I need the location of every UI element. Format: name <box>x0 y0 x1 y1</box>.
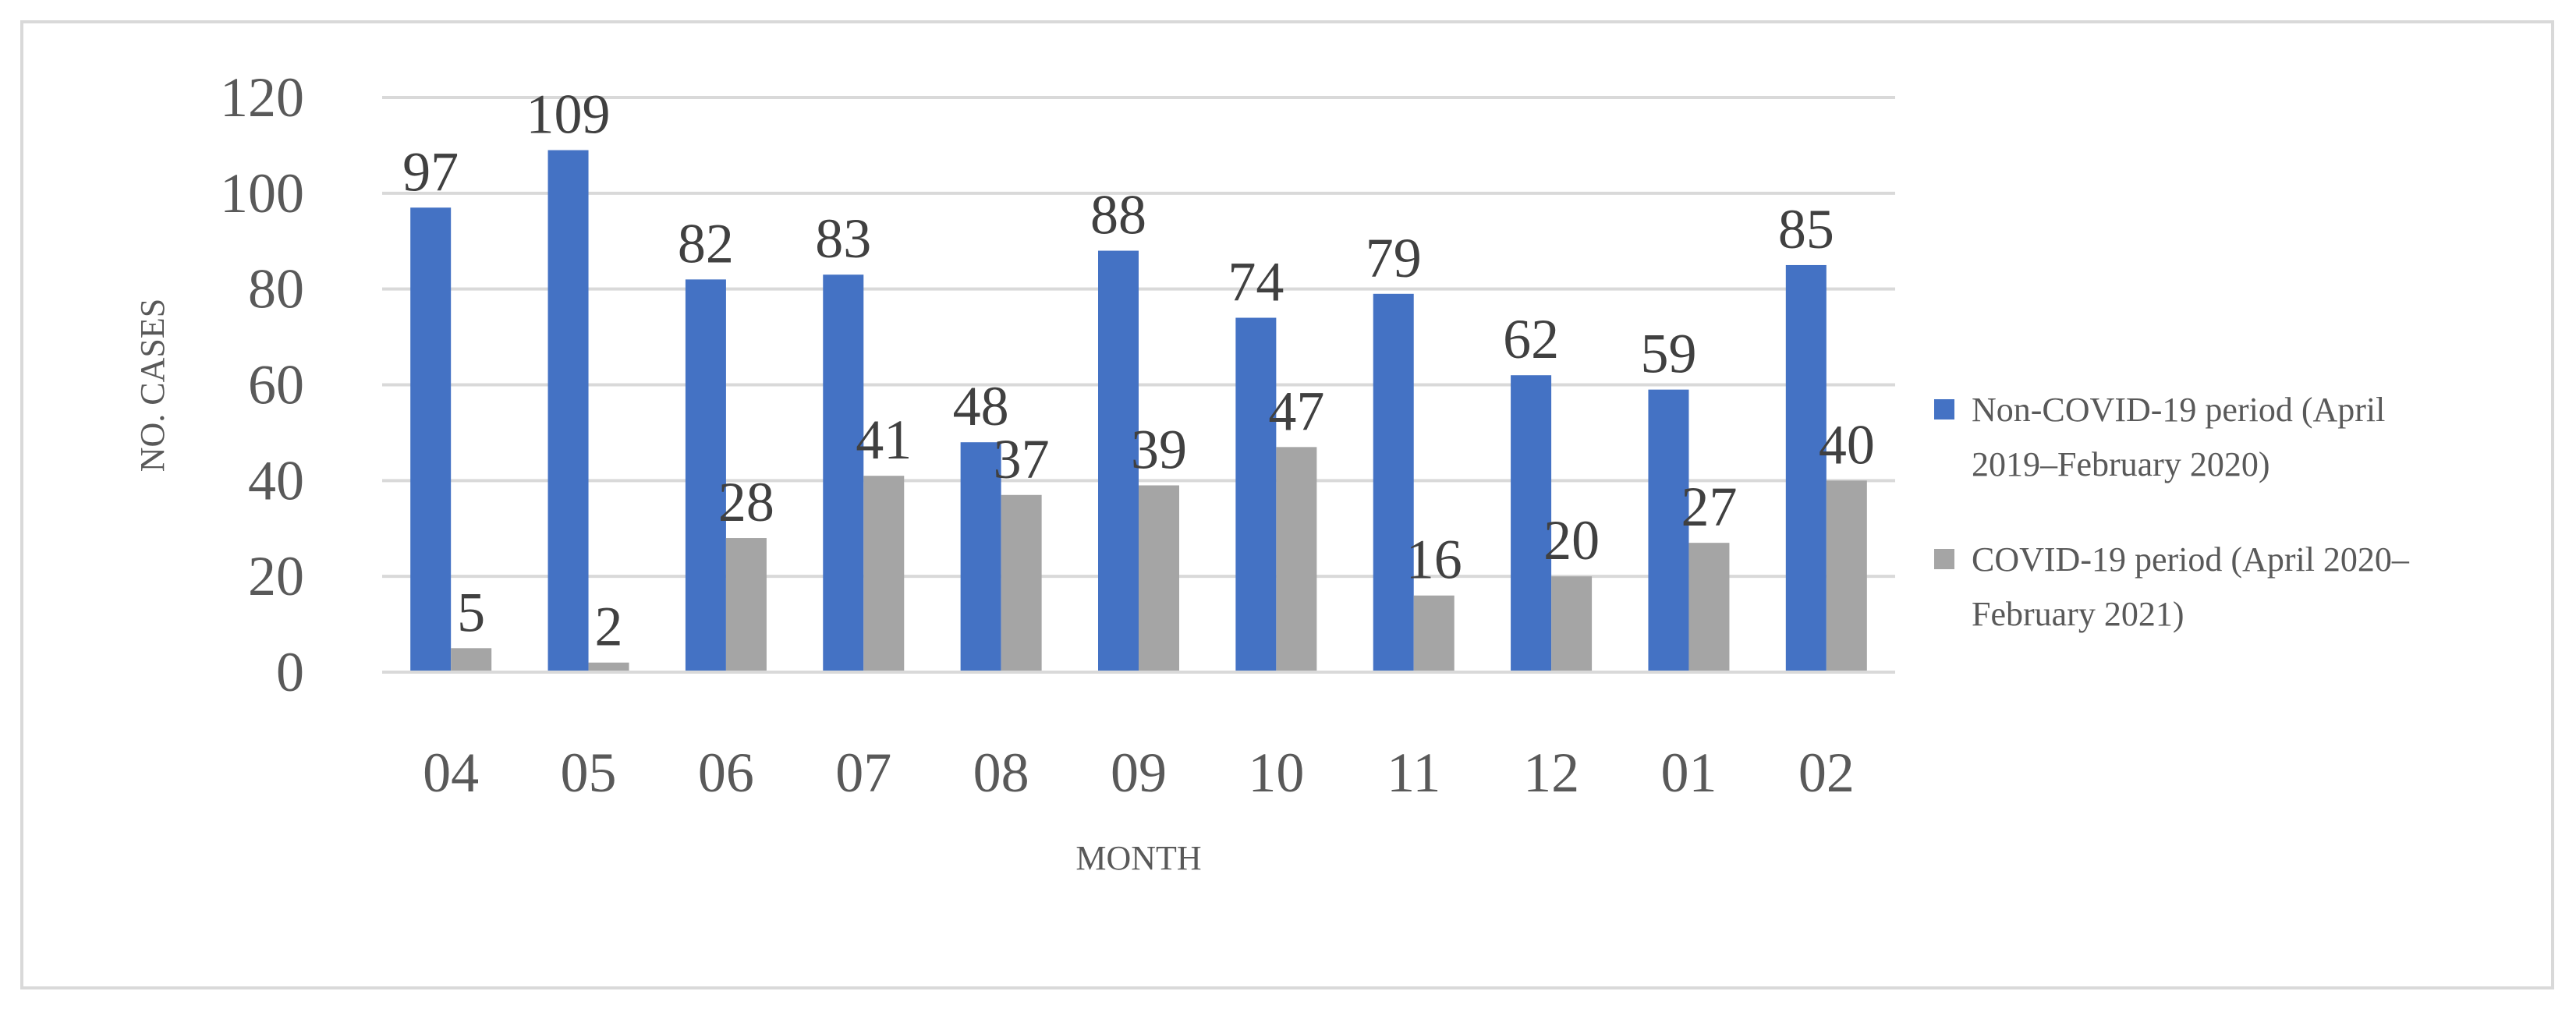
legend-label-covid: COVID-19 period (April 2020– <box>1972 540 2410 579</box>
legend-label-covid: February 2021) <box>1972 595 2184 633</box>
data-label-non-covid: 62 <box>1503 308 1559 370</box>
bar-non-covid <box>1098 250 1139 672</box>
data-label-non-covid: 79 <box>1366 227 1422 289</box>
bar-non-covid <box>960 442 1001 672</box>
bar-non-covid <box>1648 389 1689 672</box>
chart-frame: 0 20 40 60 80 100 120 97 5 109 2 82 28 83 41 48 37 88 39 7… <box>20 20 2554 989</box>
bar-covid <box>1413 595 1455 672</box>
bar-covid <box>1001 494 1042 672</box>
bar-covid <box>451 648 492 672</box>
data-label-covid: 37 <box>994 428 1050 490</box>
x-tick-label: 05 <box>561 742 617 804</box>
data-label-non-covid: 109 <box>526 83 611 146</box>
x-tick-label: 07 <box>835 742 891 804</box>
bar-non-covid <box>1373 293 1414 672</box>
data-label-non-covid: 97 <box>402 140 459 203</box>
x-tick-label: 01 <box>1660 742 1717 804</box>
data-label-covid: 47 <box>1268 380 1324 442</box>
y-tick-label: 120 <box>220 66 304 129</box>
data-label-non-covid: 74 <box>1228 251 1284 313</box>
data-label-non-covid: 83 <box>815 207 871 270</box>
y-axis-title: NO. CASES <box>133 299 172 473</box>
x-tick-label: 04 <box>423 742 479 804</box>
bars <box>410 150 1867 673</box>
bar-non-covid <box>1785 264 1827 672</box>
data-label-covid: 16 <box>1406 529 1462 591</box>
bar-non-covid <box>685 279 726 672</box>
x-tick-label: 12 <box>1523 742 1579 804</box>
x-tick-label: 11 <box>1387 742 1440 804</box>
data-label-non-covid: 59 <box>1640 323 1696 385</box>
legend-swatch-non-covid <box>1934 399 1954 419</box>
bar-non-covid <box>410 207 452 673</box>
data-label-non-covid: 48 <box>953 375 1009 437</box>
data-label-covid: 41 <box>856 409 912 471</box>
x-axis-title: MONTH <box>1075 839 1201 877</box>
y-tick-label: 60 <box>248 354 304 416</box>
legend: Non-COVID-19 period (April 2019–February … <box>1934 391 2410 633</box>
x-tick-label: 06 <box>698 742 754 804</box>
data-label-covid: 2 <box>595 596 623 658</box>
x-tick-label: 09 <box>1111 742 1167 804</box>
bar-covid <box>1139 485 1179 672</box>
bar-covid <box>1688 543 1730 672</box>
x-axis-ticks: 04 05 06 07 08 09 10 11 12 01 02 <box>423 742 1855 804</box>
bar-non-covid <box>823 274 864 672</box>
bar-covid <box>1551 576 1593 672</box>
legend-label-non-covid: Non-COVID-19 period (April <box>1972 391 2385 429</box>
bar-covid <box>725 538 767 672</box>
y-axis-ticks: 0 20 40 60 80 100 120 <box>220 66 304 703</box>
legend-swatch-covid <box>1934 549 1954 569</box>
data-label-non-covid: 88 <box>1090 184 1146 246</box>
data-label-covid: 28 <box>718 471 774 533</box>
data-label-covid: 27 <box>1681 476 1737 538</box>
y-tick-label: 20 <box>248 545 304 607</box>
bar-covid <box>1276 447 1317 672</box>
data-label-covid: 39 <box>1131 418 1187 480</box>
legend-label-non-covid: 2019–February 2020) <box>1972 445 2270 483</box>
bar-covid <box>1826 480 1867 672</box>
y-tick-label: 40 <box>248 449 304 512</box>
bar-non-covid <box>1511 375 1552 672</box>
bar-covid <box>588 662 629 672</box>
y-tick-label: 80 <box>248 258 304 320</box>
bar-non-covid <box>547 150 589 672</box>
x-tick-label: 08 <box>973 742 1029 804</box>
data-label-non-covid: 85 <box>1778 198 1834 260</box>
data-label-covid: 40 <box>1819 413 1875 476</box>
bar-covid <box>863 476 905 672</box>
bar-non-covid <box>1235 317 1277 672</box>
x-tick-label: 10 <box>1248 742 1304 804</box>
data-label-covid: 5 <box>457 581 485 643</box>
y-tick-label: 0 <box>276 641 304 703</box>
x-tick-label: 02 <box>1798 742 1855 804</box>
data-label-non-covid: 82 <box>678 212 734 274</box>
data-label-covid: 20 <box>1543 509 1600 572</box>
y-tick-label: 100 <box>220 162 304 225</box>
